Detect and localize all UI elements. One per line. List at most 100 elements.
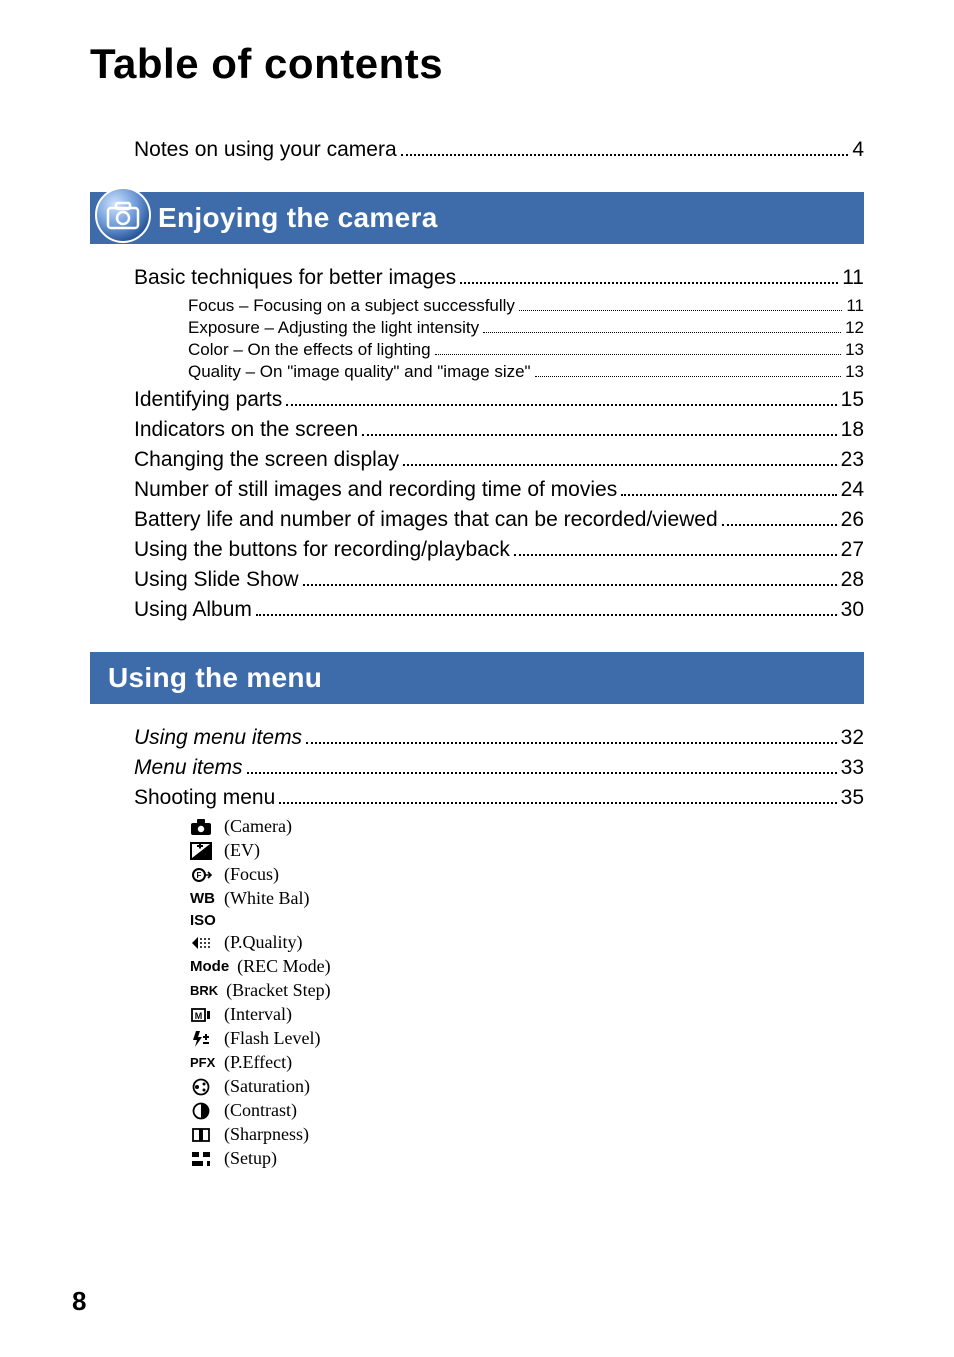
toc-page: 11	[846, 296, 864, 316]
contrast-icon	[190, 1102, 216, 1120]
toc-label: Using the buttons for recording/playback	[134, 538, 510, 562]
menu-label: (Sharpness)	[224, 1124, 309, 1145]
leader-dots	[286, 404, 836, 406]
svg-text:M: M	[195, 1011, 203, 1021]
toc-subentry[interactable]: Focus – Focusing on a subject successful…	[188, 296, 864, 316]
menu-item-setup: (Setup)	[190, 1148, 864, 1169]
page-number: 8	[72, 1286, 86, 1317]
toc-entry[interactable]: Using menu items 32	[134, 726, 864, 750]
toc-page: 32	[841, 726, 864, 750]
menu-label: (Saturation)	[224, 1076, 310, 1097]
section-heading-enjoying: Enjoying the camera	[90, 192, 864, 244]
leader-dots	[621, 494, 836, 496]
menu-item-interval: M (Interval)	[190, 1004, 864, 1025]
page: Table of contents Notes on using your ca…	[0, 0, 954, 1357]
wb-prefix: WB	[190, 890, 216, 907]
leader-dots	[483, 332, 841, 333]
menu-label: (Setup)	[224, 1148, 277, 1169]
menu-label: (Contrast)	[224, 1100, 297, 1121]
leader-dots	[403, 464, 837, 466]
toc-label: Using menu items	[134, 726, 302, 750]
menu-label: (Camera)	[224, 816, 292, 837]
toc-subentry[interactable]: Color – On the effects of lighting13	[188, 340, 864, 360]
toc-entry[interactable]: Menu items 33	[134, 756, 864, 780]
toc-page: 13	[845, 362, 864, 382]
toc-entry[interactable]: Using Slide Show 28	[134, 568, 864, 592]
toc-entry[interactable]: Number of still images and recording tim…	[134, 478, 864, 502]
toc-entry[interactable]: Using the buttons for recording/playback…	[134, 538, 864, 562]
toc-entry[interactable]: Using Album30	[134, 598, 864, 622]
leader-dots	[401, 154, 849, 156]
svg-text:F: F	[197, 871, 202, 880]
menu-item-flash: (Flash Level)	[190, 1028, 864, 1049]
menu-item-iso: ISO	[190, 912, 864, 929]
focus-icon: F	[190, 866, 216, 884]
shooting-menu-list: (Camera) (EV) F (Focus) WB (White Bal) I…	[190, 816, 864, 1169]
toc-entry[interactable]: Shooting menu35	[134, 786, 864, 810]
toc-entry[interactable]: Indicators on the screen 18	[134, 418, 864, 442]
toc-label: Identifying parts	[134, 388, 282, 412]
toc-page: 24	[841, 478, 864, 502]
menu-label: (REC Mode)	[237, 956, 331, 977]
flash-icon	[190, 1030, 216, 1048]
menu-label: (White Bal)	[224, 888, 309, 909]
section-heading-menu: Using the menu	[90, 652, 864, 704]
toc-entry[interactable]: Identifying parts15	[134, 388, 864, 412]
menu-label: (Bracket Step)	[226, 980, 330, 1001]
section-1-entries: Using menu items 32 Menu items 33 Shooting…	[90, 726, 864, 810]
section-heading-text: Using the menu	[108, 662, 322, 693]
toc-label: Changing the screen display	[134, 448, 399, 472]
leader-dots	[722, 524, 837, 526]
toc-page: 28	[841, 568, 864, 592]
menu-label: (Focus)	[224, 864, 279, 885]
toc-page: 35	[841, 786, 864, 810]
menu-item-camera: (Camera)	[190, 816, 864, 837]
menu-item-saturation: (Saturation)	[190, 1076, 864, 1097]
toc-entry[interactable]: Notes on using your camera 4	[134, 138, 864, 162]
badge-icon	[94, 186, 152, 244]
toc-entry[interactable]: Basic techniques for better images11	[134, 266, 864, 290]
toc-subentry[interactable]: Quality – On "image quality" and "image …	[188, 362, 864, 382]
toc-label: Using Slide Show	[134, 568, 299, 592]
toc-page: 27	[841, 538, 864, 562]
top-entries: Notes on using your camera 4	[90, 138, 864, 162]
toc-label: Menu items	[134, 756, 243, 780]
iso-prefix: ISO	[190, 912, 216, 929]
menu-item-pfx: PFX (P.Effect)	[190, 1052, 864, 1073]
toc-page: 33	[841, 756, 864, 780]
toc-page: 4	[852, 138, 864, 162]
toc-label: Quality – On "image quality" and "image …	[188, 362, 531, 382]
leader-dots	[362, 434, 837, 436]
sharpness-icon	[190, 1126, 216, 1144]
leader-dots	[303, 584, 837, 586]
saturation-icon	[190, 1078, 216, 1096]
toc-subentry[interactable]: Exposure – Adjusting the light intensity…	[188, 318, 864, 338]
toc-entry[interactable]: Battery life and number of images that c…	[134, 508, 864, 532]
toc-page: 26	[841, 508, 864, 532]
interval-icon: M	[190, 1006, 216, 1024]
section-0-entries: Basic techniques for better images11 Foc…	[90, 266, 864, 622]
leader-dots	[279, 802, 836, 804]
toc-label: Battery life and number of images that c…	[134, 508, 718, 532]
ev-icon	[190, 842, 216, 860]
toc-page: 13	[845, 340, 864, 360]
brk-prefix: BRK	[190, 983, 218, 998]
toc-entry[interactable]: Changing the screen display23	[134, 448, 864, 472]
toc-label: Basic techniques for better images	[134, 266, 456, 290]
toc-page: 18	[841, 418, 864, 442]
section-heading-text: Enjoying the camera	[158, 202, 438, 233]
toc-label: Focus – Focusing on a subject successful…	[188, 296, 515, 316]
setup-icon	[190, 1150, 216, 1168]
menu-label: (Flash Level)	[224, 1028, 320, 1049]
menu-label: (EV)	[224, 840, 260, 861]
page-content: Table of contents Notes on using your ca…	[0, 0, 954, 1202]
camera-icon	[190, 818, 216, 836]
toc-label: Number of still images and recording tim…	[134, 478, 617, 502]
toc-label: Indicators on the screen	[134, 418, 358, 442]
menu-item-brk: BRK (Bracket Step)	[190, 980, 864, 1001]
menu-item-pquality: (P.Quality)	[190, 932, 864, 953]
toc-label: Notes on using your camera	[134, 138, 397, 162]
menu-item-focus: F (Focus)	[190, 864, 864, 885]
leader-dots	[247, 772, 837, 774]
leader-dots	[460, 282, 838, 284]
